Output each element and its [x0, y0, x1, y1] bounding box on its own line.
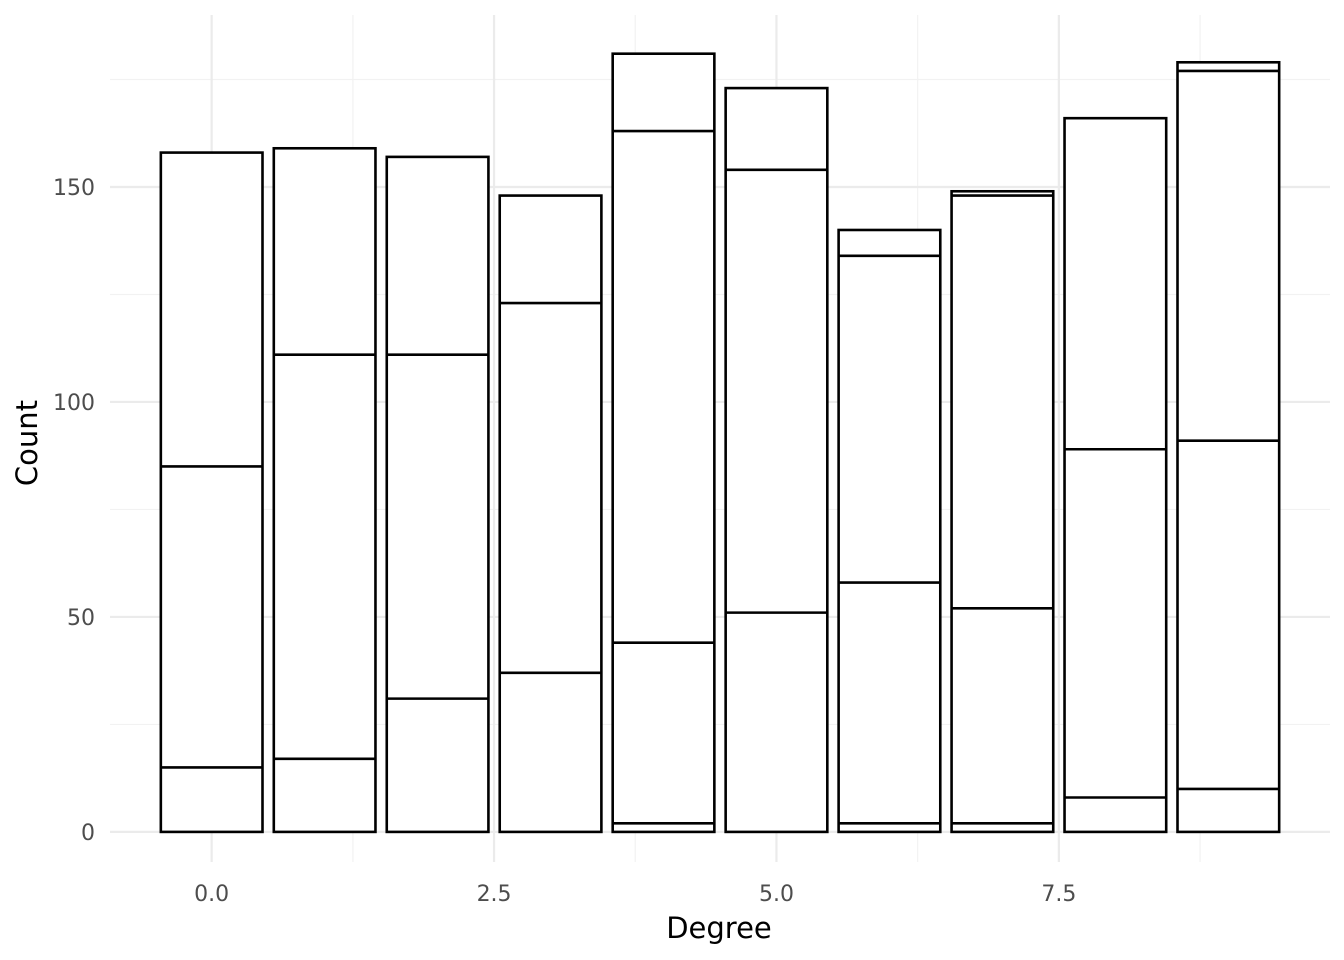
bar [272, 146, 377, 834]
x-axis-ticks: 0.0 2.5 5.0 7.5 [194, 882, 1076, 907]
y-axis-title: Count [10, 400, 44, 486]
bar [950, 189, 1055, 834]
y-tick-label: 0 [81, 821, 95, 846]
x-tick-label: 2.5 [477, 882, 512, 907]
bars [159, 52, 1281, 834]
bar [1063, 116, 1168, 834]
x-axis-title: Degree [666, 911, 772, 945]
bar [385, 155, 490, 834]
bar [159, 151, 264, 834]
x-tick-label: 0.0 [194, 882, 229, 907]
y-tick-label: 150 [53, 176, 95, 201]
bar [611, 52, 716, 834]
bar [1176, 60, 1281, 834]
y-axis-ticks: 0 50 100 150 [53, 176, 95, 846]
bar [837, 228, 942, 834]
x-tick-label: 5.0 [759, 882, 794, 907]
bar [724, 86, 829, 834]
y-tick-label: 50 [67, 606, 95, 631]
y-tick-label: 100 [53, 391, 95, 416]
x-tick-label: 7.5 [1041, 882, 1076, 907]
bar [498, 194, 603, 834]
